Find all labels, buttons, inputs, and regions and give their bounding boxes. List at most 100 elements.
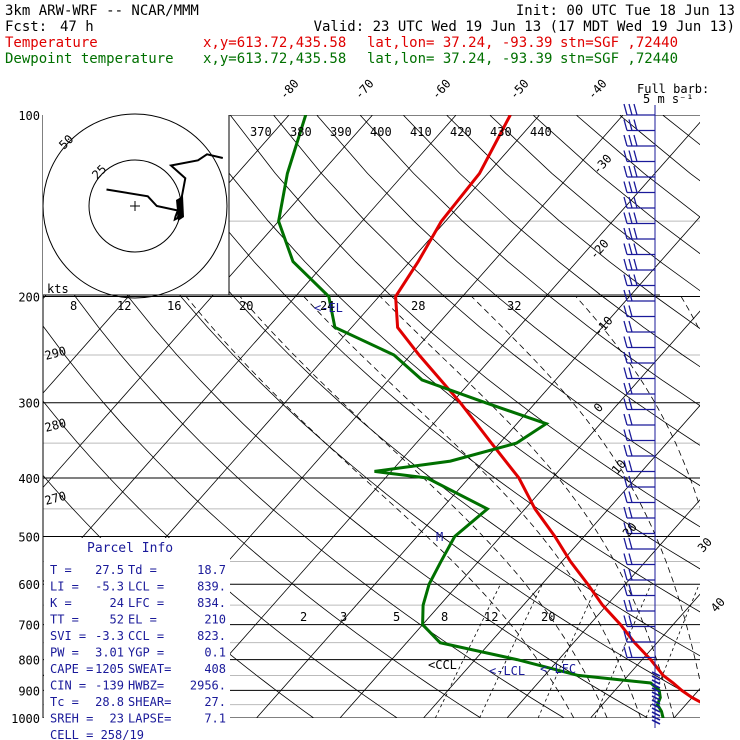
wind-barb xyxy=(623,491,655,504)
init-time: Init: 00 UTC Tue 18 Jun 13 xyxy=(516,3,735,19)
parcel-cell-value: CELL = 258/19 xyxy=(50,728,144,740)
wind-barb-flag xyxy=(633,258,638,271)
wind-barb xyxy=(623,336,655,349)
wind-barb-flag xyxy=(623,599,628,612)
fcst-value: 47 h xyxy=(60,19,94,35)
pressure-tick-label: 900 xyxy=(18,684,40,698)
wind-barb-flag xyxy=(633,150,638,162)
ccl-marker-label: <CCL xyxy=(428,658,457,672)
wind-barb xyxy=(623,150,655,163)
wind-barb-flag xyxy=(623,491,628,503)
dry-adiabat-line xyxy=(186,115,700,570)
dry-adiabat-line xyxy=(100,115,700,657)
wind-barb xyxy=(623,103,655,116)
wind-barb-flag xyxy=(633,274,638,286)
dry-adiabat-line xyxy=(662,115,700,146)
wind-barb-flag xyxy=(628,367,633,379)
parcel-row-value: -3.3 xyxy=(95,629,124,643)
theta-label: 390 xyxy=(330,125,352,139)
parcel-row-value: -5.3 xyxy=(95,580,124,594)
wind-barb-flag xyxy=(623,336,628,348)
theta-label: 380 xyxy=(290,125,312,139)
wind-barb xyxy=(623,398,655,411)
mixing-ratio-label: 3 xyxy=(340,610,347,624)
wind-barb-flag xyxy=(633,212,638,224)
wind-barb xyxy=(623,212,655,225)
wind-barb-flag xyxy=(628,336,633,348)
theta-label: 430 xyxy=(490,125,512,139)
isotherm-label: 10 xyxy=(609,457,629,477)
moist-adiabat-line xyxy=(239,296,608,718)
parcel-row-label: CCL = xyxy=(128,629,164,643)
wind-barb-flag xyxy=(628,274,633,286)
wind-barb xyxy=(623,134,655,147)
wind-barb xyxy=(623,227,655,240)
barb-legend-line2: 5 m s⁻¹ xyxy=(643,92,694,106)
parcel-row-label: LI = xyxy=(50,580,79,594)
barb-legend-line1: Full barb: xyxy=(637,82,709,96)
temperature-profile-line xyxy=(394,115,700,704)
wind-barb xyxy=(623,165,655,178)
dry-adiabat-line xyxy=(402,115,700,368)
mixing-ratio-label: 5 xyxy=(393,610,400,624)
wind-barb-low xyxy=(651,679,661,685)
wind-barb-low xyxy=(651,715,661,721)
theta-label: 370 xyxy=(250,125,272,139)
dewpoint-stn: stn=SGF ,72440 xyxy=(560,51,678,67)
hodograph-storm-motion xyxy=(176,196,184,221)
isotherm-line xyxy=(43,115,373,489)
wind-barb-flag xyxy=(628,119,633,131)
wind-barb-flag xyxy=(623,553,628,565)
wind-barb-flag xyxy=(623,305,628,317)
parcel-row-value: 839. xyxy=(197,580,226,594)
parcel-marker-label: <-EL xyxy=(314,301,343,315)
temperature-loc: x,y=613.72,435.58 xyxy=(203,35,346,51)
wind-barb-flag xyxy=(623,475,628,488)
wind-barb-flag xyxy=(628,320,633,333)
parcel-row-value: 834. xyxy=(197,596,226,610)
parcel-marker-label: M xyxy=(436,530,443,544)
wind-barb-flag xyxy=(623,212,628,224)
wind-barb-flag xyxy=(628,305,633,317)
wind-barb xyxy=(623,382,655,395)
parcel-row-value: 408 xyxy=(204,662,226,676)
hodograph-speed-label: 12 xyxy=(117,299,131,313)
mixing-ratio-label: 2 xyxy=(300,610,307,624)
moist-adiabat-line xyxy=(379,296,675,718)
wind-barb xyxy=(623,351,655,364)
parcel-row-label: HWBZ= xyxy=(128,679,164,693)
wind-barb-flag xyxy=(633,165,638,178)
wind-barb-flag xyxy=(628,475,633,488)
moist-adiabat-line xyxy=(303,296,641,718)
mixing-ratio-label: 8 xyxy=(441,610,448,624)
wind-barb-flag xyxy=(623,537,628,550)
dry-adiabat-line xyxy=(359,115,700,407)
parcel-row-value: 3.01 xyxy=(95,646,124,660)
parcel-row-label: T = xyxy=(50,563,72,577)
wind-barb-flag xyxy=(633,196,638,209)
wind-barb-flag xyxy=(623,522,628,534)
temperature-stn: stn=SGF ,72440 xyxy=(560,35,678,51)
wind-barb xyxy=(623,599,655,612)
theta-side-label: 270 xyxy=(43,489,68,508)
isotherm-line xyxy=(423,404,700,718)
wind-barb xyxy=(623,460,655,473)
hodograph-speed-label: 8 xyxy=(70,299,77,313)
parcel-row-value: 52 xyxy=(110,613,124,627)
wind-barb xyxy=(623,274,655,287)
wind-barb-flag xyxy=(628,150,633,162)
pressure-tick-label: 300 xyxy=(18,397,40,411)
wind-barb xyxy=(623,630,655,643)
wind-barb-flag xyxy=(628,103,633,116)
parcel-row-label: LAPSE= xyxy=(128,712,171,726)
profile-lines xyxy=(277,115,700,718)
wind-barb xyxy=(623,553,655,566)
parcel-row-label: YGP = xyxy=(128,646,164,660)
isotherm-label: 30 xyxy=(695,535,715,555)
wind-barb-flag xyxy=(623,320,628,333)
isotherm-label: -30 xyxy=(590,152,615,177)
wind-barb-flag xyxy=(628,522,633,534)
wind-barb xyxy=(623,506,655,519)
wind-barb-flag xyxy=(633,227,638,240)
theta-side-label: 290 xyxy=(43,344,68,363)
